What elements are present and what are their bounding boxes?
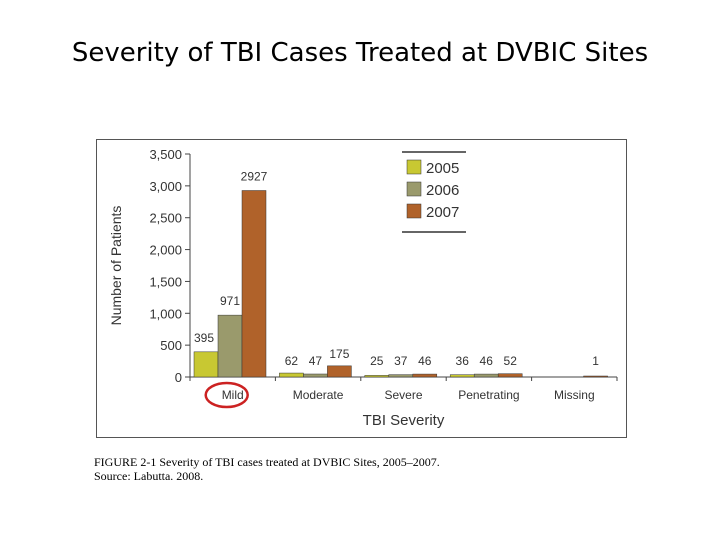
data-label-2007-moderate: 175 [329, 347, 349, 361]
figure-frame: 0 500 1,000 1,500 2,000 2,500 3,000 3,500 Number… [96, 139, 627, 438]
data-label-2005-penetrating: 36 [456, 354, 470, 368]
bar-2005-penetrating [449, 374, 475, 378]
caption-line-1: FIGURE 2-1 Severity of TBI cases treated… [94, 455, 440, 469]
bar-2007-penetrating [497, 373, 523, 378]
data-label-2006-severe: 37 [394, 354, 408, 368]
x-tick-label-severe: Severe [384, 388, 422, 402]
figure-caption: FIGURE 2-1 Severity of TBI cases treated… [94, 455, 654, 483]
x-tick-label-penetrating: Penetrating [458, 388, 519, 402]
y-tick-label: 3,000 [149, 179, 182, 194]
slide-title: Severity of TBI Cases Treated at DVBIC S… [71, 38, 649, 68]
bar-2007-missing [583, 375, 608, 378]
data-label-2007-mild: 2927 [241, 170, 268, 184]
x-axis-title: TBI Severity [363, 412, 445, 429]
legend-swatch-2007 [406, 203, 422, 219]
y-tick-label: 2,000 [149, 243, 182, 258]
x-tick-label-missing: Missing [554, 388, 595, 402]
data-label-2006-penetrating: 46 [480, 354, 494, 368]
y-tick-label: 2,500 [149, 211, 182, 226]
data-label-2007-penetrating: 52 [504, 354, 518, 368]
bar-2005-moderate [279, 372, 304, 378]
data-label-2005-moderate: 62 [285, 354, 299, 368]
severity-bar-chart: 0 500 1,000 1,500 2,000 2,500 3,000 3,500 Number… [108, 147, 618, 429]
legend-label-2007: 2007 [426, 204, 459, 221]
highlight-circle-mild [204, 381, 249, 409]
y-tick-label: 500 [160, 338, 182, 353]
y-tick-label: 1,000 [149, 306, 182, 321]
bar-2006-severe [388, 374, 414, 378]
bar-2006-mild [217, 314, 243, 378]
y-tick-label: 3,500 [149, 147, 182, 162]
y-axis-title: Number of Patients [108, 206, 124, 326]
legend-label-2005: 2005 [426, 160, 459, 177]
data-label-2006-moderate: 47 [309, 354, 323, 368]
bar-2005-mild [193, 351, 219, 378]
y-tick-label: 0 [175, 370, 182, 385]
bar-2005-severe [364, 375, 390, 378]
bar-2007-mild [241, 190, 267, 378]
bar-2007-severe [412, 373, 438, 378]
data-label-2007-missing: 1 [592, 354, 599, 368]
data-label-2007-severe: 46 [418, 354, 432, 368]
x-tick-label-mild: Mild [222, 388, 244, 402]
legend-label-2006: 2006 [426, 182, 459, 199]
x-tick-label-moderate: Moderate [293, 388, 344, 402]
bar-2006-moderate [303, 373, 328, 378]
data-label-2006-mild: 971 [220, 294, 240, 308]
data-label-2005-severe: 25 [370, 354, 384, 368]
legend-swatch-2006 [406, 181, 422, 197]
bar-2006-penetrating [473, 373, 499, 378]
data-label-2005-mild: 395 [194, 331, 214, 345]
bar-2007-moderate [327, 365, 352, 378]
y-tick-label: 1,500 [149, 274, 182, 289]
caption-line-2: Source: Labutta. 2008. [94, 469, 204, 483]
legend-swatch-2005 [406, 159, 422, 175]
